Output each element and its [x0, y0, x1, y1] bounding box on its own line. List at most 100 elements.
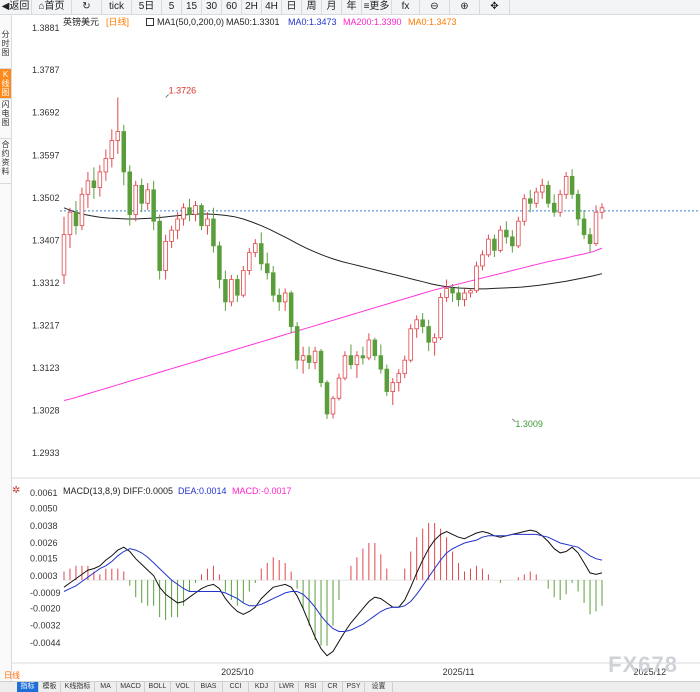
toolbar-item-8[interactable]: 60	[222, 0, 242, 14]
toolbar-item-0[interactable]: ◀返回	[0, 0, 32, 14]
candle-body	[103, 158, 109, 173]
menu-icon: ≡	[363, 1, 370, 12]
toolbar-item-12[interactable]: 周	[302, 0, 322, 14]
toolbar-item-19[interactable]: ✥	[480, 0, 510, 14]
annotation-label: 1.3726	[169, 85, 197, 95]
macd-tick-label: -0.0044	[30, 638, 61, 648]
candle-body	[253, 243, 258, 253]
toolbar-item-6[interactable]: 15	[182, 0, 202, 14]
toolbar-item-18[interactable]: ⊕	[450, 0, 480, 14]
candle-body	[157, 220, 162, 271]
candle-body	[360, 355, 366, 359]
candle-body	[151, 189, 156, 222]
toolbar-item-15[interactable]: ≡更多	[362, 0, 392, 14]
candle-body	[217, 245, 222, 280]
price-tick-label: 1.3123	[32, 363, 60, 373]
price-tick-label: 1.3407	[32, 235, 60, 245]
indicator-tab-6[interactable]: VOL	[171, 682, 195, 692]
candle-body	[384, 368, 390, 392]
indicator-tab-11[interactable]: RSI	[299, 682, 323, 692]
candle-body	[426, 326, 431, 343]
side-tab-3[interactable]: 合约资料	[0, 139, 11, 184]
indicator-tab-2[interactable]: K线指标	[61, 682, 95, 692]
toolbar-item-7[interactable]: 30	[202, 0, 222, 14]
indicator-tab-10[interactable]: LWR	[275, 682, 299, 692]
toolbar-item-label: fx	[401, 1, 410, 12]
side-tab-0[interactable]: 分时图	[0, 29, 11, 69]
toolbar-item-label: 4H	[265, 1, 278, 12]
candle-body	[533, 191, 539, 204]
candle-body	[563, 175, 569, 195]
legend-box-icon[interactable]	[146, 18, 154, 26]
toolbar-item-17[interactable]: ⊖	[420, 0, 450, 14]
indicator-tab-13[interactable]: PSY	[343, 682, 365, 692]
candle-body	[169, 229, 174, 242]
toolbar-item-label: 5日	[138, 1, 155, 12]
candle-body	[581, 218, 587, 236]
macd-pane-icon[interactable]: ✲	[12, 485, 21, 496]
indicator-tab-8[interactable]: CCI	[223, 682, 249, 692]
ma200-value: MA200:1.3390	[343, 17, 402, 27]
indicator-tab-4[interactable]: MACD	[117, 682, 145, 692]
candle-body	[109, 140, 115, 159]
macd-tick-label: 0.0003	[30, 571, 58, 581]
candle-body	[504, 229, 509, 238]
indicator-tab-14[interactable]: 设置	[365, 682, 393, 692]
indicator-tab-7[interactable]: BIAS	[195, 682, 223, 692]
candle-body	[324, 382, 330, 415]
candle-body	[474, 265, 479, 292]
toolbar-item-label: 返回	[9, 1, 30, 12]
indicator-tab-9[interactable]: KDJ	[249, 682, 275, 692]
candle-body	[498, 229, 503, 251]
ma0-value: MA0:1.3473	[288, 17, 337, 27]
toolbar-item-1[interactable]: ⌂首页	[32, 0, 72, 14]
side-tab-1[interactable]: K线图	[0, 69, 11, 99]
indicator-tab-12[interactable]: CR	[323, 682, 343, 692]
toolbar-item-11[interactable]: 日	[282, 0, 302, 14]
period-tab[interactable]: 日线	[4, 671, 20, 680]
candle-body	[456, 292, 461, 301]
annotation-label: 1.3009	[515, 419, 543, 429]
refresh-icon: ↻	[82, 1, 91, 12]
indicator-tab-0[interactable]: 指标	[17, 682, 39, 692]
candle-body	[211, 218, 216, 247]
toolbar-item-14[interactable]: 年	[342, 0, 362, 14]
candle-body	[97, 171, 103, 188]
candle-body	[229, 279, 234, 303]
candle-body	[223, 279, 228, 303]
candle-body	[539, 184, 545, 193]
candle-body	[557, 193, 563, 213]
candle-body	[378, 355, 384, 370]
candle-body	[85, 180, 91, 195]
toolbar-item-4[interactable]: 5日	[132, 0, 162, 14]
price-tick-label: 1.3502	[32, 193, 60, 203]
indicator-bar: 指标 模板 K线指标 MA MACD BOLL VOL BIAS CCI KDJ LWR RSI CR P…	[0, 681, 700, 692]
side-tab-2[interactable]: 闪电图	[0, 99, 11, 139]
macd-tick-label: 0.0050	[30, 504, 58, 514]
candle-body	[480, 254, 485, 267]
indicator-tab-5[interactable]: BOLL	[145, 682, 171, 692]
indicator-tab-3[interactable]: MA	[95, 682, 117, 692]
indicator-tab-1[interactable]: 模板	[39, 682, 61, 692]
instrument-name: 英镑美元	[63, 17, 100, 27]
toolbar-item-2[interactable]: ↻	[72, 0, 102, 14]
toolbar-item-5[interactable]: 5	[162, 0, 182, 14]
candle-body	[420, 319, 425, 327]
zoom-in-icon: ⊕	[460, 1, 469, 12]
candle-body	[402, 359, 407, 375]
candle-body	[67, 211, 73, 236]
toolbar-item-label: 5	[168, 1, 175, 12]
toolbar-item-13[interactable]: 月	[322, 0, 342, 14]
home-icon: ⌂	[38, 1, 45, 12]
toolbar-item-3[interactable]: tick	[102, 0, 132, 14]
candle-body	[73, 211, 79, 227]
toolbar-item-9[interactable]: 2H	[242, 0, 262, 14]
macd-tick-label: 0.0026	[30, 538, 58, 548]
candle-body	[282, 292, 288, 303]
toolbar-item-16[interactable]: fx	[392, 0, 420, 14]
candle-body	[187, 207, 192, 215]
period-label: [日线]	[106, 17, 130, 27]
toolbar-item-10[interactable]: 4H	[262, 0, 282, 14]
toolbar-item-label: 月	[326, 1, 337, 12]
